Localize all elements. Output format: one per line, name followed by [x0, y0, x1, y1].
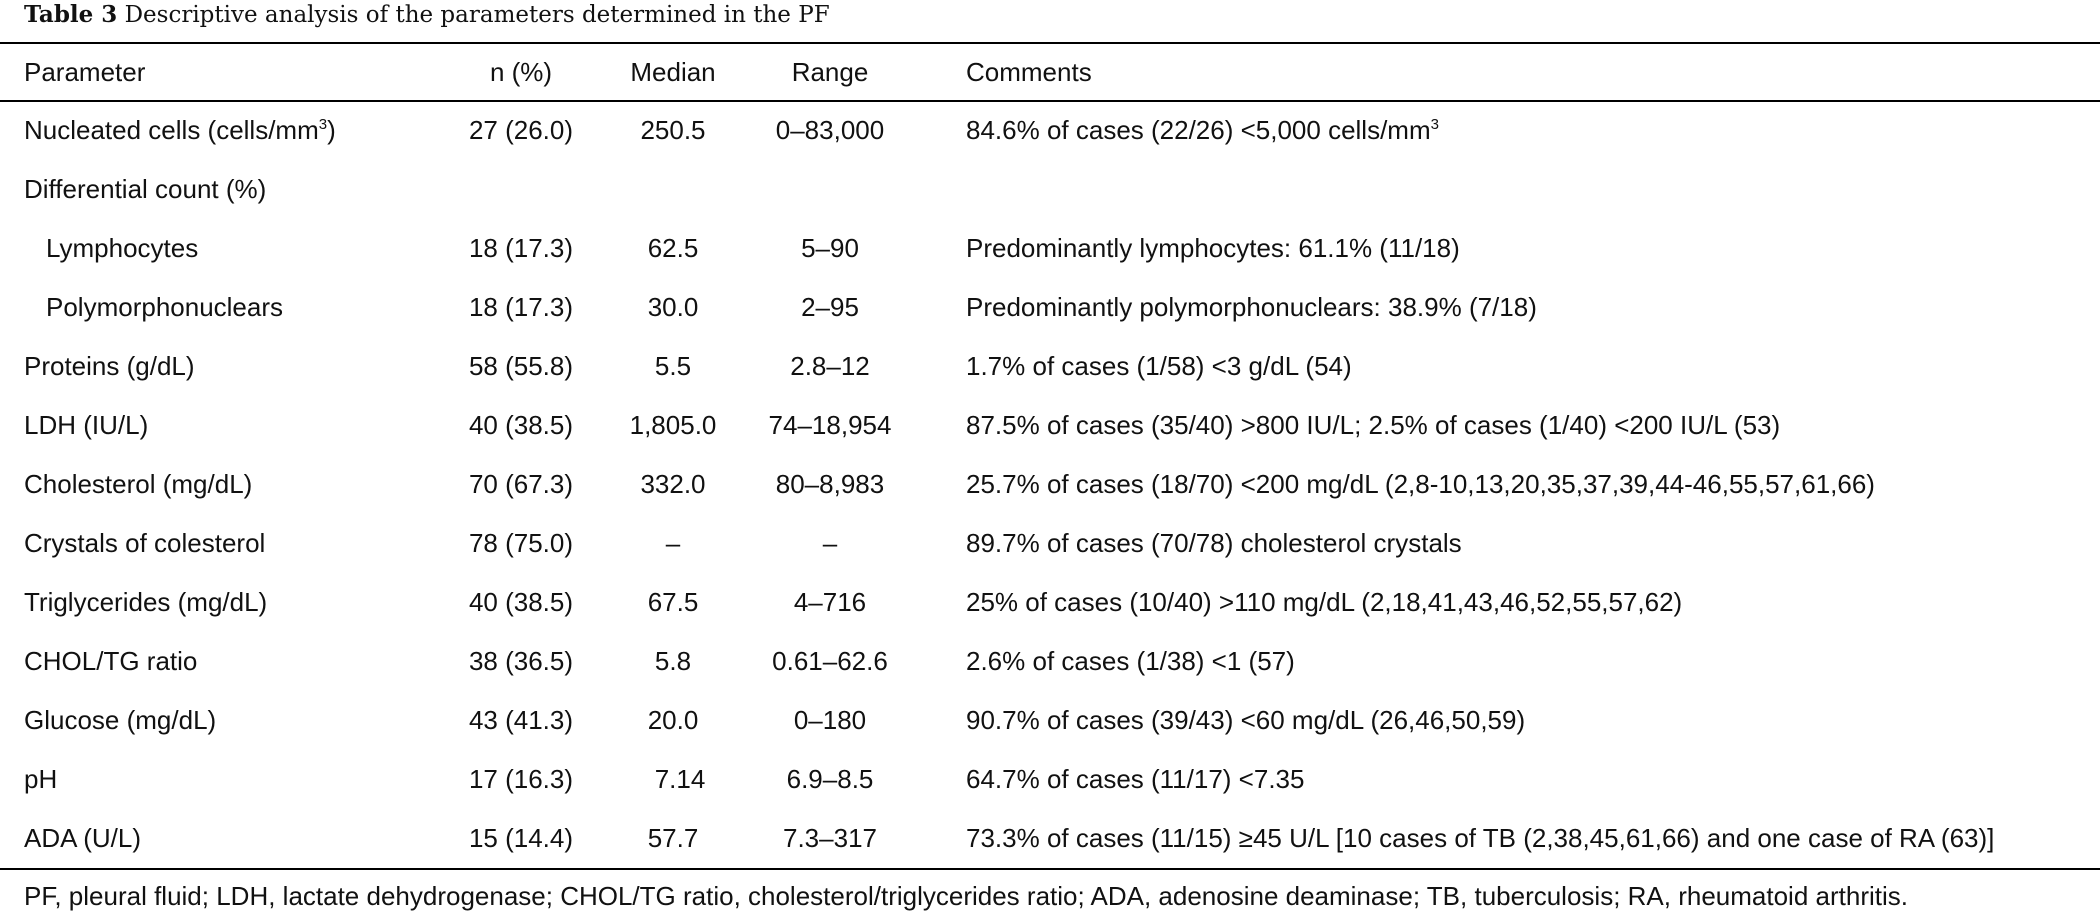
row-median — [596, 160, 750, 219]
row-n: 40 (38.5) — [468, 410, 574, 440]
row-range: 6.9–8.5 — [786, 764, 874, 794]
row-range: 80–8,983 — [775, 469, 885, 499]
table-row: Glucose (mg/dL) 43 (41.3) 20.0 0–180 90.… — [0, 691, 2100, 750]
row-n: 18 (17.3) — [468, 233, 574, 263]
row-parameter: LDH (IU/L) — [24, 410, 149, 440]
table-caption-label: Table 3 — [24, 1, 118, 28]
row-comments: 2.6% of cases (1/38) <1 (57) — [966, 646, 1295, 676]
row-comments: 25.7% of cases (18/70) <200 mg/dL (2,8-1… — [966, 469, 1875, 499]
header-parameter: Parameter — [24, 56, 146, 87]
row-parameter: CHOL/TG ratio — [24, 646, 198, 676]
table-row: Cholesterol (mg/dL) 70 (67.3) 332.0 80–8… — [0, 455, 2100, 514]
table-row: Differential count (%) — [0, 160, 2100, 219]
row-n: 18 (17.3) — [468, 292, 574, 322]
header-comments: Comments — [966, 56, 1092, 87]
row-parameter: Triglycerides (mg/dL) — [24, 587, 268, 617]
row-n — [446, 160, 596, 219]
header-rule — [0, 100, 2100, 102]
row-median: 67.5 — [647, 587, 699, 617]
parameters-table: Parameter n (%) Median Range Comments Nu… — [0, 44, 2100, 868]
superscript: 3 — [318, 115, 328, 133]
row-comments: 25% of cases (10/40) >110 mg/dL (2,18,41… — [966, 587, 1683, 617]
table-row: ADA (U/L) 15 (14.4) 57.7 7.3–317 73.3% o… — [0, 809, 2100, 868]
row-parameter: Nucleated cells (cells/mm3) — [24, 114, 336, 145]
row-n: 38 (36.5) — [468, 646, 574, 676]
row-comments: 64.7% of cases (11/17) <7.35 — [966, 764, 1305, 794]
row-median: 62.5 — [647, 233, 699, 263]
row-parameter: ADA (U/L) — [24, 823, 142, 853]
row-n: 17 (16.3) — [468, 764, 574, 794]
row-range: 4–716 — [793, 587, 867, 617]
row-comments: 90.7% of cases (39/43) <60 mg/dL (26,46,… — [966, 705, 1526, 735]
row-comments: 73.3% of cases (11/15) ≥45 U/L [10 cases… — [966, 823, 1995, 853]
row-n: 78 (75.0) — [468, 528, 574, 558]
row-parameter: Crystals of colesterol — [24, 528, 266, 558]
row-comments: 84.6% of cases (22/26) <5,000 cells/mm3 — [966, 114, 1439, 145]
row-median: 30.0 — [647, 292, 699, 322]
table-row: Crystals of colesterol 78 (75.0) – – 89.… — [0, 514, 2100, 573]
row-range: 2–95 — [801, 292, 859, 322]
row-parameter: Proteins (g/dL) — [24, 351, 195, 381]
row-n: 70 (67.3) — [468, 469, 574, 499]
table-row: Nucleated cells (cells/mm3) 27 (26.0) 25… — [0, 100, 2100, 160]
superscript: 3 — [1430, 115, 1439, 133]
table-caption: Table 3 Descriptive analysis of the para… — [24, 0, 830, 30]
header-median: Median — [630, 56, 716, 87]
row-median: 7.14 — [654, 764, 706, 794]
header-n: n (%) — [489, 56, 553, 87]
row-median: 57.7 — [647, 823, 699, 853]
row-parameter: Lymphocytes — [46, 233, 199, 263]
row-comments: Predominantly polymorphonuclears: 38.9% … — [966, 292, 1537, 322]
table-footnote: PF, pleural fluid; LDH, lactate dehydrog… — [24, 881, 1908, 911]
table-row: Proteins (g/dL) 58 (55.8) 5.5 2.8–12 1.7… — [0, 337, 2100, 396]
row-parameter: Cholesterol (mg/dL) — [24, 469, 253, 499]
header-range: Range — [791, 56, 869, 87]
row-n: 43 (41.3) — [468, 705, 574, 735]
row-n: 15 (14.4) — [468, 823, 574, 853]
row-range: 0.61–62.6 — [772, 646, 888, 676]
row-range: 74–18,954 — [768, 410, 892, 440]
row-comments: 1.7% of cases (1/58) <3 g/dL (54) — [966, 351, 1352, 381]
table-row: Polymorphonuclears 18 (17.3) 30.0 2–95 P… — [0, 278, 2100, 337]
row-comments: Predominantly lymphocytes: 61.1% (11/18) — [966, 233, 1460, 263]
row-n: 58 (55.8) — [468, 351, 574, 381]
table-row: CHOL/TG ratio 38 (36.5) 5.8 0.61–62.6 2.… — [0, 632, 2100, 691]
row-parameter: Glucose (mg/dL) — [24, 705, 217, 735]
row-range: 2.8–12 — [790, 351, 870, 381]
row-comments — [910, 160, 2100, 219]
row-range: – — [822, 528, 838, 558]
table-caption-text: Descriptive analysis of the parameters d… — [124, 2, 830, 28]
row-median: 20.0 — [647, 705, 699, 735]
row-median: 250.5 — [640, 114, 706, 145]
table-row: Triglycerides (mg/dL) 40 (38.5) 67.5 4–7… — [0, 573, 2100, 632]
header-row: Parameter n (%) Median Range Comments — [0, 44, 2100, 100]
row-median: – — [665, 528, 681, 558]
row-median: 1,805.0 — [629, 410, 717, 440]
row-parameter: Differential count (%) — [24, 174, 267, 204]
table-row: LDH (IU/L) 40 (38.5) 1,805.0 74–18,954 8… — [0, 396, 2100, 455]
row-range: 0–180 — [793, 705, 867, 735]
row-n: 27 (26.0) — [468, 114, 574, 145]
row-range: 0–83,000 — [775, 114, 885, 145]
row-n: 40 (38.5) — [468, 587, 574, 617]
row-parameter: Polymorphonuclears — [46, 292, 284, 322]
row-median: 332.0 — [640, 469, 706, 499]
row-median: 5.5 — [654, 351, 692, 381]
table-row: pH 17 (16.3) 7.14 6.9–8.5 64.7% of cases… — [0, 750, 2100, 809]
row-range: 7.3–317 — [783, 823, 877, 853]
bottom-rule — [0, 868, 2100, 870]
row-range: 5–90 — [801, 233, 859, 263]
row-parameter: pH — [24, 764, 58, 794]
row-comments: 87.5% of cases (35/40) >800 IU/L; 2.5% o… — [966, 410, 1781, 440]
top-rule — [0, 42, 2100, 44]
row-range — [750, 160, 910, 219]
row-comments: 89.7% of cases (70/78) cholesterol cryst… — [966, 528, 1462, 558]
row-median: 5.8 — [654, 646, 692, 676]
table-row: Lymphocytes 18 (17.3) 62.5 5–90 Predomin… — [0, 219, 2100, 278]
